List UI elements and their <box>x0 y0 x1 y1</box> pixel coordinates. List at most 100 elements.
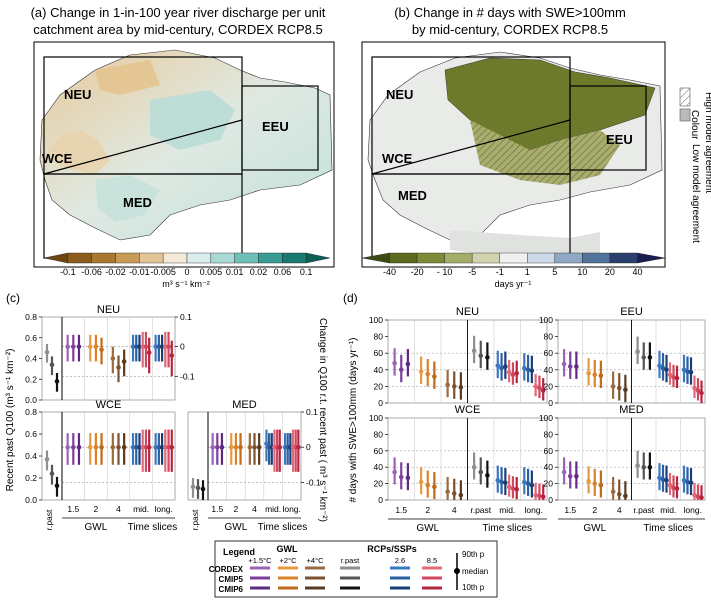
median-dot <box>49 362 55 368</box>
median-dot <box>44 349 50 355</box>
legend-rcp-col-2: 2.6 <box>395 556 405 565</box>
median-dot <box>140 444 146 450</box>
legend-rcp-col-3: 8.5 <box>427 556 437 565</box>
panel-d-ytick: 60 <box>544 348 554 358</box>
panel-c-ylabel-right: Change in Q100 r.t. recent past ( m³ s⁻¹… <box>317 318 328 522</box>
median-dot <box>190 484 196 490</box>
median-dot <box>514 487 520 492</box>
median-dot <box>674 486 680 491</box>
map-a-colorbar-tick-label: 0 <box>184 267 189 277</box>
median-dot <box>153 444 158 450</box>
median-dot <box>200 486 206 492</box>
panel-d-ytick: 0 <box>548 398 553 408</box>
legend-p10: 10th p <box>462 583 485 592</box>
panel-d-group-gwl: GWL <box>583 523 606 534</box>
map-b-colorbar-tick-label: -40 <box>383 267 396 277</box>
panel-d-ytick: 20 <box>544 479 554 489</box>
median-dot <box>537 493 542 499</box>
median-dot <box>664 367 669 373</box>
median-dot <box>688 369 694 375</box>
legend-row-cordex: CORDEX <box>209 565 244 574</box>
median-dot <box>137 444 142 450</box>
median-dot <box>660 477 666 482</box>
median-dot <box>153 344 158 349</box>
legend-gwl-col-1: +1.5°C <box>248 556 272 565</box>
panel-d-ytick: 60 <box>374 348 384 358</box>
panel-c-ylabel-left: Recent past Q100 (m³ s⁻¹ km⁻²) <box>5 349 16 492</box>
map-b-colorbar-tick-label: -1 <box>496 267 504 277</box>
median-dot <box>641 464 647 470</box>
map-b-colorbar-tick-label: 20 <box>605 267 615 277</box>
panel-c-xtick: 1.5 <box>67 504 79 514</box>
legend-rcp-col-1: r.past <box>341 556 360 565</box>
median-dot <box>130 344 136 349</box>
median-dot <box>445 382 450 388</box>
map-b-box-eeu <box>569 85 647 171</box>
map-a-title-line1: (a) Change in 1-in-100 year river discha… <box>31 5 326 20</box>
panel-c-ytick-right: -0.1 <box>180 371 195 381</box>
median-dot <box>485 473 490 478</box>
panel-d-ytick: 100 <box>539 315 553 325</box>
median-dot <box>210 444 215 450</box>
median-dot <box>592 372 598 378</box>
median-dot <box>166 444 171 450</box>
panel-d-ytick: 100 <box>539 413 553 423</box>
median-dot <box>432 374 437 379</box>
panel-d-xtick: 1.5 <box>395 505 407 515</box>
median-dot <box>635 463 640 468</box>
legend-row-cmip6: CMIP6 <box>219 585 244 594</box>
panel-d-xtick: 4 <box>617 505 622 515</box>
panel-c-ytick-left: 0.0 <box>25 495 37 505</box>
panel-c-xtick: 2 <box>234 504 239 514</box>
median-dot <box>641 355 647 360</box>
map-a-colorbar-swatch <box>115 252 140 264</box>
panel-d-ytick: 40 <box>374 462 384 472</box>
map-a-label-eeu: EEU <box>262 119 289 134</box>
median-dot <box>540 494 546 500</box>
median-dot <box>451 384 457 389</box>
median-dot <box>503 364 508 369</box>
panel-c-xtick-rpast: r.past <box>190 509 200 530</box>
median-dot <box>116 444 121 450</box>
map-b-colorbar-swatch <box>582 252 611 264</box>
median-dot <box>471 348 477 354</box>
median-dot <box>233 444 239 450</box>
median-dot <box>478 469 484 475</box>
panel-d-ytick: 0 <box>548 495 553 505</box>
median-dot <box>110 356 116 361</box>
median-dot <box>685 369 690 374</box>
map-a-colorbar-tick-label: 0.005 <box>200 267 223 277</box>
median-dot <box>121 444 127 450</box>
map-a: NEU EEU WCE MED <box>33 41 335 268</box>
panel-d-xtick: long. <box>684 505 702 515</box>
map-b-colorbar-swatch <box>527 252 556 264</box>
panel-c-ytick-left: 0.8 <box>25 407 37 417</box>
median-dot <box>699 495 704 500</box>
map-a-colorbar-tick-label: -0.1 <box>60 267 76 277</box>
median-dot <box>699 390 704 396</box>
panel-d-xtick: mid. <box>499 505 515 515</box>
panel-d-xtick: long. <box>525 505 543 515</box>
panel-d-label: (d) <box>343 291 358 305</box>
panel-d-ytick: 40 <box>374 365 384 375</box>
median-dot <box>510 372 516 378</box>
median-dot <box>616 491 622 497</box>
panel-d-group-time: Time slices <box>482 523 532 534</box>
panel-c-ytick-left: 0.2 <box>25 473 37 483</box>
map-a-label-wce: WCE <box>42 151 73 166</box>
legend-gwl-col-2: +2°C <box>280 556 298 565</box>
median-dot <box>533 384 538 389</box>
median-dot <box>671 485 676 491</box>
median-dot <box>215 444 220 450</box>
median-dot <box>228 444 234 450</box>
median-dot <box>44 457 50 462</box>
median-dot <box>616 385 622 391</box>
panel-c-subtitle: NEU <box>97 304 120 316</box>
map-a-colorbar-tick-label: -0.005 <box>150 267 176 277</box>
median-dot <box>451 491 457 496</box>
median-dot <box>688 480 694 486</box>
median-dot <box>277 444 283 450</box>
panel-d-ytick: 0 <box>378 495 383 505</box>
median-dot <box>635 349 640 354</box>
panel-d-ytick: 80 <box>374 429 384 439</box>
